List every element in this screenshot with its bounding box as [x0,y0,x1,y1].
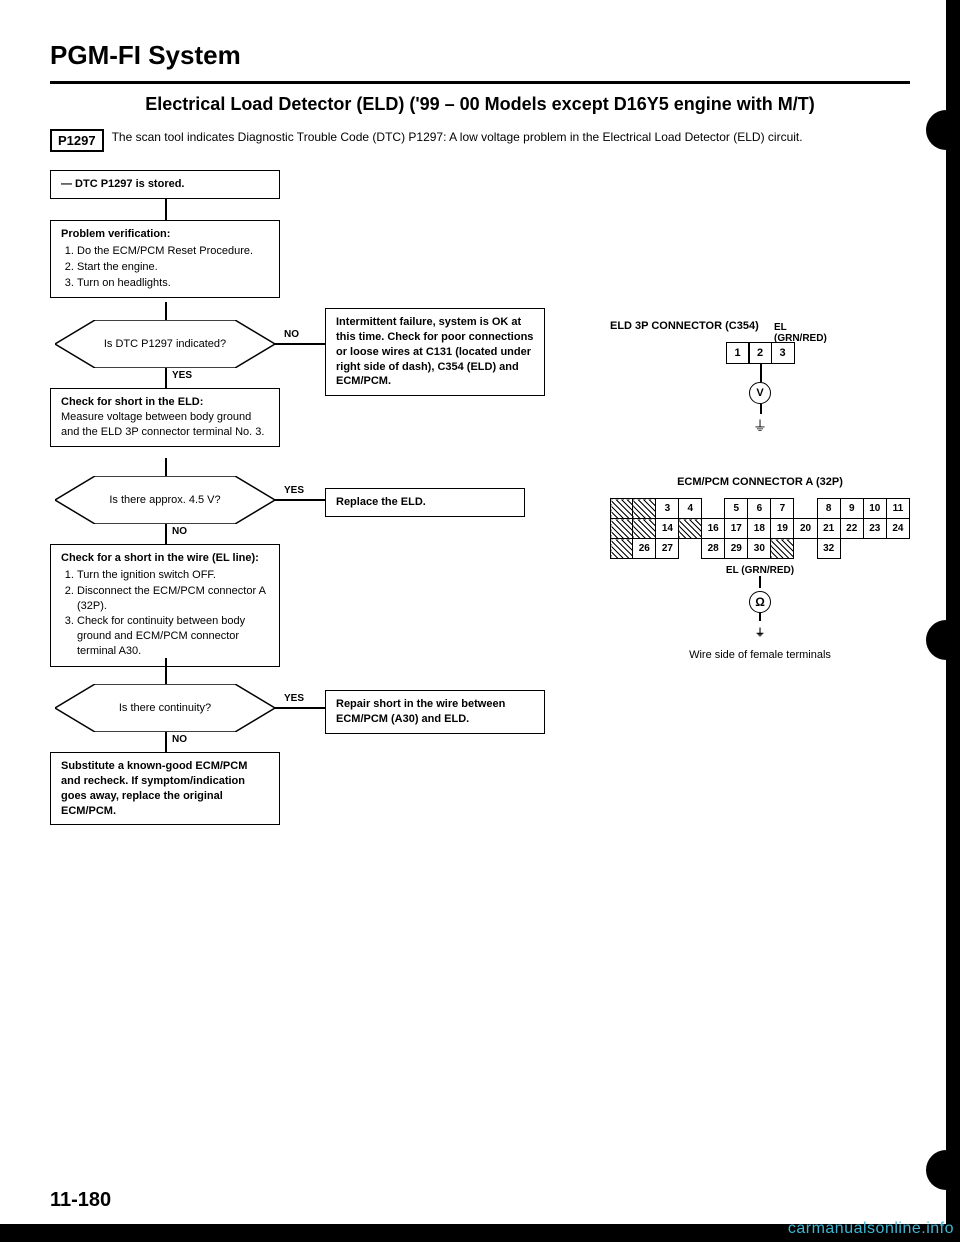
pin-3: 3 [771,342,795,364]
connector-pin: 23 [863,519,886,539]
flow-box-repair-short: Repair short in the wire between ECM/PCM… [325,690,545,734]
flowchart: — DTC P1297 is stored. Problem verificat… [50,170,550,701]
ecm-32p-title: ECM/PCM CONNECTOR A (32P) [610,476,910,488]
connector-pin: 18 [748,519,771,539]
dtc-code-box: P1297 [50,129,104,152]
thumb-tab-3 [926,1150,960,1190]
connector-pin: 3 [656,499,679,519]
connector-pin [633,519,656,539]
verify-step-2: Start the engine. [77,260,269,275]
connector-pin [794,499,817,519]
decision-continuity: Is there continuity? [55,684,275,732]
connector-pin [633,499,656,519]
watermark: carmanualsonline.info [788,1220,954,1238]
voltmeter-icon: V [749,382,771,404]
dtc-description: P1297 The scan tool indicates Diagnostic… [50,129,910,152]
eld-3p-title: ELD 3P CONNECTOR (C354) [610,320,910,332]
flow-box-stored: — DTC P1297 is stored. [50,170,280,199]
connector-pin: 9 [840,499,863,519]
wire-step-3: Check for continuity between body ground… [77,614,269,659]
flow-box-replace-eld: Replace the ELD. [325,488,525,517]
connector-pin [840,539,863,559]
flow-box-check-wire: Check for a short in the wire (EL line):… [50,544,280,667]
wire-side-note: Wire side of female terminals [610,649,910,661]
label-no-3: NO [170,734,189,745]
connector-pin: 7 [771,499,794,519]
wire-label-el: EL [774,322,827,333]
flow-box-intermittent: Intermittent failure, system is OK at th… [325,308,545,396]
connector-pin: 20 [794,519,817,539]
decision-indicated: Is DTC P1297 indicated? [55,320,275,368]
ohmmeter-icon: Ω [749,591,771,613]
decision-voltage: Is there approx. 4.5 V? [55,476,275,524]
label-no: NO [282,329,301,340]
verify-title: Problem verification: [61,227,269,242]
connector-pin [771,539,794,559]
wire-step-1: Turn the ignition switch OFF. [77,568,269,583]
thumb-tab-1 [926,110,960,150]
connector-pin: 6 [748,499,771,519]
connector-pin: 17 [725,519,748,539]
dtc-text: The scan tool indicates Diagnostic Troub… [112,129,803,146]
ecm-32p-connector: 3456789101114161718192021222324262728293… [610,498,910,559]
check-wire-title: Check for a short in the wire (EL line): [61,551,269,566]
section-subtitle: Electrical Load Detector (ELD) ('99 – 00… [50,94,910,115]
flow-box-check-short-eld: Check for short in the ELD: Measure volt… [50,388,280,447]
connector-pin: 19 [771,519,794,539]
connector-pin [611,499,633,519]
connector-pin: 26 [633,539,656,559]
connector-pin: 14 [656,519,679,539]
thumb-tab-2 [926,620,960,660]
connector-pin [794,539,817,559]
connector-pin [611,519,633,539]
connector-pin [679,519,702,539]
connector-pin [679,539,702,559]
flow-box-verify: Problem verification: Do the ECM/PCM Res… [50,220,280,298]
connector-pin [702,499,725,519]
label-no-2: NO [170,526,189,537]
connector-pin: 29 [725,539,748,559]
connector-pin: 10 [863,499,886,519]
check-eld-title: Check for short in the ELD: [61,395,269,410]
label-yes: YES [170,370,194,381]
page-number: 11-180 [50,1189,111,1212]
connector-pin: 16 [702,519,725,539]
connector-pin: 30 [748,539,771,559]
label-yes-2: YES [282,485,306,496]
wire-step-2: Disconnect the ECM/PCM connector A (32P)… [77,584,269,614]
verify-step-1: Do the ECM/PCM Reset Procedure. [77,244,269,259]
check-eld-text: Measure voltage between body ground and … [61,411,264,438]
connector-diagrams: ELD 3P CONNECTOR (C354) 1 2 3 EL (GRN/RE… [610,170,910,701]
pin-2: 2 [748,342,772,364]
connector-pin: 21 [817,519,840,539]
connector-pin: 4 [679,499,702,519]
connector-pin: 27 [656,539,679,559]
wire-label-color: (GRN/RED) [774,333,827,344]
title-divider [50,81,910,84]
verify-step-3: Turn on headlights. [77,276,269,291]
connector-pin: 22 [840,519,863,539]
connector-pin: 32 [817,539,840,559]
connector-pin: 24 [886,519,909,539]
pin-1: 1 [726,342,750,364]
flow-box-substitute: Substitute a known-good ECM/PCM and rech… [50,752,280,825]
label-yes-3: YES [282,693,306,704]
connector-pin: 28 [702,539,725,559]
conn32-wire-label: EL (GRN/RED) [726,565,794,576]
eld-3p-connector: 1 2 3 EL (GRN/RED) V ⏚ [700,342,820,436]
ground-icon: ⏚ [744,416,776,436]
connector-pin: 8 [817,499,840,519]
page-title: PGM-FI System [50,40,910,71]
ground-icon-2: ⏚ [755,628,765,639]
connector-pin: 11 [886,499,909,519]
connector-pin: 5 [725,499,748,519]
connector-pin [611,539,633,559]
